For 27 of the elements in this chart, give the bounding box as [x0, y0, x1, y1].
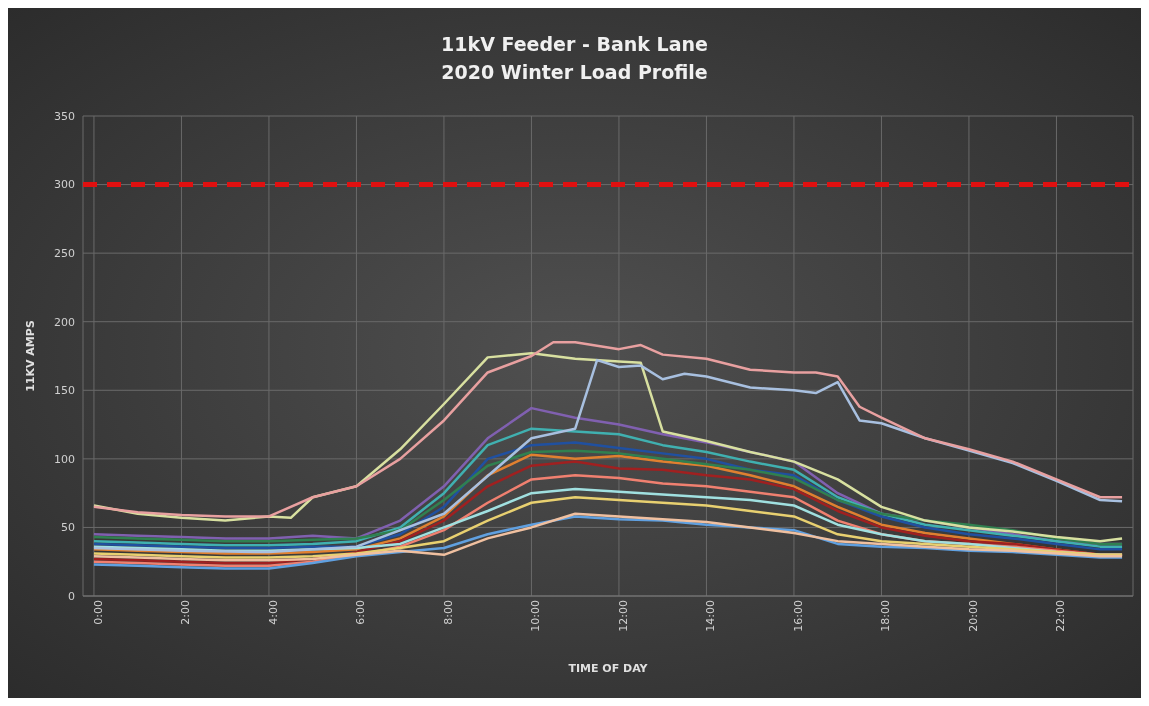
- y-tick-label: 100: [54, 452, 75, 466]
- x-tick-label: 20:00: [966, 600, 980, 632]
- line-series: [92, 341, 1124, 518]
- x-tick-label: 18:00: [879, 600, 893, 632]
- y-tick-label: 300: [54, 178, 75, 192]
- chart-title: 11kV Feeder - Bank Lane: [440, 32, 709, 57]
- x-tick-label: 16:00: [791, 600, 805, 632]
- x-axis-title: TIME OF DAY: [568, 662, 649, 675]
- chart-subtitle: 2020 Winter Load Profile: [440, 60, 709, 85]
- line-series: [92, 512, 1124, 562]
- y-tick-label: 150: [54, 384, 75, 398]
- x-tick-label: 4:00: [266, 600, 280, 625]
- x-tick-label: 0:00: [91, 600, 105, 625]
- y-axis-title: 11KV AMPS: [23, 320, 37, 392]
- x-tick-label: 6:00: [354, 600, 368, 625]
- x-tick-label: 14:00: [704, 600, 718, 632]
- y-tick-label: 200: [54, 315, 75, 329]
- x-tick-label: 8:00: [441, 600, 455, 625]
- y-tick-label: 50: [61, 521, 75, 535]
- x-tick-label: 22:00: [1054, 600, 1068, 632]
- x-tick-label: 12:00: [616, 600, 630, 632]
- x-tick-label: 2:00: [179, 600, 193, 625]
- line-series: [92, 496, 1124, 559]
- y-tick-label: 250: [54, 247, 75, 261]
- y-tick-label: 0: [68, 589, 75, 603]
- y-tick-label: 350: [54, 109, 75, 123]
- x-tick-label: 10:00: [529, 600, 543, 632]
